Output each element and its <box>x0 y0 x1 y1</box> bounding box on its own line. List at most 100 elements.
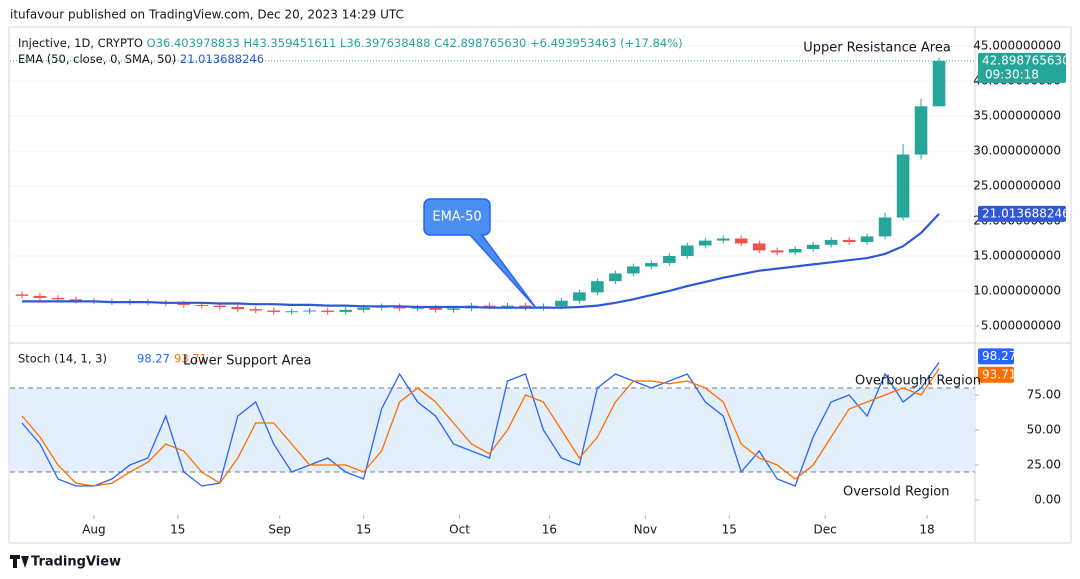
stoch-last-label: 98.27 <box>982 349 1016 363</box>
legend-low: L36.397638488 <box>340 36 431 50</box>
candle-body <box>249 309 263 311</box>
x-tick-label: 15 <box>722 523 737 537</box>
y-tick-label: 45.000000000 <box>973 39 1061 53</box>
candle-body <box>447 308 460 310</box>
candle-body <box>357 307 370 310</box>
brand: TradingView <box>31 555 121 570</box>
candle-body <box>627 266 640 274</box>
stoch-last-label-box <box>978 366 1014 383</box>
candle-body <box>339 309 352 312</box>
candle-body <box>501 305 514 307</box>
annotation: Overbought Region <box>855 374 981 389</box>
candle-body <box>177 303 191 305</box>
frame <box>8 26 1072 544</box>
band <box>10 387 975 473</box>
candle-body <box>609 273 622 282</box>
x-tick-label: Sep <box>268 523 291 537</box>
y-tick-label: 5.000000000 <box>981 318 1061 332</box>
candle-body <box>213 305 227 308</box>
indicator-title: Stoch (14, 1, 3) <box>18 352 107 366</box>
candle-body <box>429 307 442 310</box>
y-tick-label: 15.000000000 <box>973 248 1061 262</box>
y-tick-label: 50.00 <box>1027 423 1061 437</box>
candle-body <box>842 239 856 242</box>
stoch-last-label-box <box>978 348 1014 365</box>
ema-line <box>22 213 940 309</box>
candle-body <box>663 255 676 263</box>
candle-body <box>734 238 748 244</box>
x-tick-label: Oct <box>449 523 470 537</box>
candle-body <box>51 297 65 300</box>
candle-body <box>878 217 892 237</box>
candle-body <box>231 307 245 310</box>
last-price-label-box <box>978 52 1066 83</box>
candle-body <box>411 307 424 309</box>
candle-body <box>752 243 766 251</box>
x-tick-label: 15 <box>170 523 185 537</box>
brand-logo <box>10 555 29 568</box>
candle-body <box>860 236 874 242</box>
candle-body <box>195 304 209 306</box>
x-tick-label: Nov <box>634 523 657 537</box>
x-tick-label: 15 <box>356 523 371 537</box>
candle-body <box>645 262 658 267</box>
x-tick-label: Dec <box>814 523 837 537</box>
indicator-value: 93.71 <box>174 352 207 366</box>
y-tick-label: 25.000000000 <box>973 179 1061 193</box>
legend-high: H43.359451611 <box>244 36 337 50</box>
candle-body <box>321 310 334 312</box>
candle-body <box>698 240 712 246</box>
candle-body <box>716 238 730 241</box>
legend-ema_name: EMA (50, close, 0, SMA, 50) <box>18 52 176 66</box>
y-tick-label: 30.000000000 <box>973 144 1061 158</box>
countdown: 09:30:18 <box>985 67 1039 81</box>
y-tick-label: 75.00 <box>1027 387 1061 401</box>
callout <box>423 198 537 309</box>
legend-change: +6.493953463 (+17.84%) <box>530 36 683 50</box>
x-tick-label: Aug <box>82 523 105 537</box>
y-tick-label: 10.000000000 <box>973 283 1061 297</box>
annotation: Lower Support Area <box>183 354 312 369</box>
ema-last-label: 21.013688246 <box>982 206 1070 220</box>
candle-body <box>303 310 316 312</box>
ema-last-label-box <box>978 205 1066 222</box>
candle-body <box>824 239 838 245</box>
annotation: Upper Resistance Area <box>803 41 951 56</box>
candle-body <box>914 106 928 155</box>
legend-ema_value: 21.013688246 <box>180 52 264 66</box>
indicator-value: 98.27 <box>137 352 170 366</box>
y-tick-label: 0.00 <box>1034 493 1061 507</box>
stoch-line <box>21 362 940 487</box>
candle-body <box>573 292 586 301</box>
y-tick-label: 35.000000000 <box>973 109 1061 123</box>
legend-row: Injective, 1D, CRYPTO O36.403978833 H43.… <box>18 36 683 50</box>
stoch-line <box>21 368 940 487</box>
y-tick-label: 25.00 <box>1027 458 1061 472</box>
x-tick-label: 18 <box>919 523 934 537</box>
x-tick-label: 16 <box>542 523 557 537</box>
annotation: Oversold Region <box>843 485 950 500</box>
legend-open: O36.403978833 <box>147 36 240 50</box>
candle-body <box>806 244 820 249</box>
candle-body <box>770 250 784 253</box>
candle-body <box>69 299 83 301</box>
published: itufavour published on TradingView.com, … <box>10 8 404 22</box>
stoch-last-label: 93.71 <box>982 367 1016 381</box>
last-price-label: 42.898765630 <box>982 53 1070 67</box>
legend-symbol: Injective, 1D, CRYPTO <box>18 36 143 50</box>
candle-body <box>555 300 568 307</box>
candle-body <box>932 60 946 107</box>
candle-body <box>788 248 802 253</box>
candle-body <box>896 154 910 218</box>
legend-close: C42.898765630 <box>434 36 526 50</box>
candle-body <box>483 305 496 307</box>
candle-body <box>591 281 604 293</box>
annotation: EMA-50 <box>432 210 481 225</box>
candle-body <box>33 295 47 298</box>
legend-row: EMA (50, close, 0, SMA, 50) 21.013688246 <box>18 52 264 66</box>
candle-body <box>681 245 694 256</box>
candle-body <box>15 294 29 296</box>
candle-body <box>285 311 299 313</box>
